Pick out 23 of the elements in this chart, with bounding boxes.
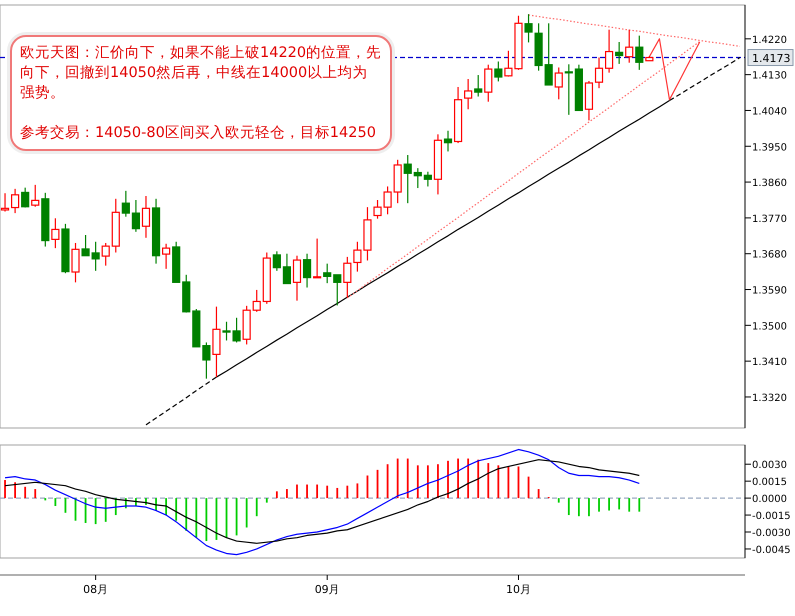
y-tick-label: -0.0045 bbox=[752, 544, 791, 556]
y-tick-label: 1.3320 bbox=[752, 392, 787, 404]
y-tick-label: -0.0015 bbox=[752, 511, 791, 522]
y-tick-label: 1.3680 bbox=[752, 250, 787, 261]
y-tick-label: 1.4040 bbox=[752, 106, 787, 118]
y-tick-label: 1.3950 bbox=[752, 142, 787, 154]
y-tick-label: 1.4220 bbox=[752, 34, 787, 46]
x-tick-label: 10月 bbox=[506, 583, 531, 596]
y-tick-label: 0.0000 bbox=[752, 494, 787, 506]
y-tick-label: 0.0030 bbox=[752, 460, 787, 472]
y-tick-label: 1.3860 bbox=[752, 178, 787, 190]
y-tick-label: 1.3410 bbox=[752, 357, 787, 368]
x-tick-label: 08月 bbox=[83, 583, 108, 596]
y-tick-label: 0.0015 bbox=[752, 477, 787, 488]
annotation: 欧元天图：汇价向下，如果不能上破14220的位置，先向下，回撤到14050然后再，中线在14000以上均为强势。 bbox=[20, 44, 382, 103]
y-tick-label: 1.3500 bbox=[752, 321, 787, 332]
x-tick-label: 09月 bbox=[314, 583, 340, 596]
y-tick-label: -0.0030 bbox=[752, 528, 791, 540]
annotation: 参考交易：14050-80区间买入欧元轻仓，目标14250 bbox=[20, 124, 377, 143]
ref-line-label: 1.4173 bbox=[752, 52, 790, 66]
y-tick-label: 1.4130 bbox=[752, 70, 787, 82]
y-tick-label: 1.3590 bbox=[752, 286, 787, 297]
y-tick-label: 1.3770 bbox=[752, 214, 787, 225]
